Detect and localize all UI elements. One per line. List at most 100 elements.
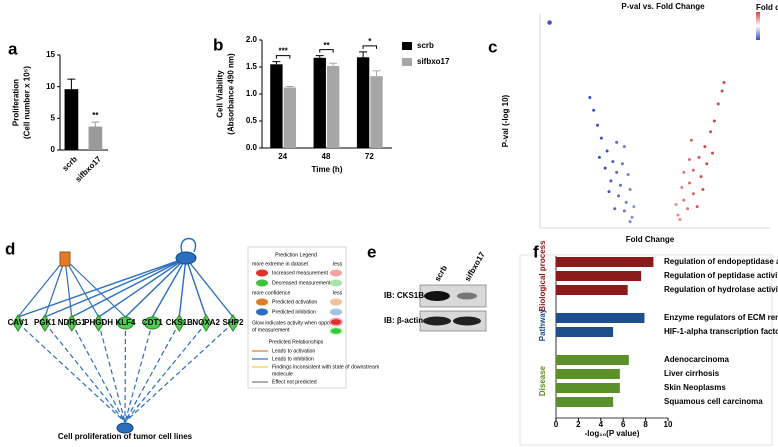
x-tick-label: 6 xyxy=(621,420,626,429)
x-tick-label: 48 xyxy=(322,152,331,161)
bar xyxy=(556,313,645,323)
legend-text: Predicted activation xyxy=(272,299,317,305)
x-axis-label: -log₁₀(P value) xyxy=(585,429,640,438)
point xyxy=(588,95,592,99)
x-axis-label: Fold Change xyxy=(626,235,675,244)
bar xyxy=(283,87,297,148)
edge xyxy=(17,258,66,318)
point xyxy=(632,205,636,209)
point xyxy=(596,123,599,127)
edge xyxy=(124,322,153,423)
point xyxy=(701,187,705,191)
y-tick-label: 10 xyxy=(46,82,55,91)
point xyxy=(695,205,699,209)
point xyxy=(599,136,603,140)
edge xyxy=(124,322,180,423)
point xyxy=(613,207,617,211)
bar xyxy=(556,271,642,281)
edge xyxy=(185,257,207,318)
legend-icon xyxy=(256,308,268,316)
node-label: Cell proliferation of tumor cell lines xyxy=(58,432,193,441)
bar-label: Skin Neoplasms xyxy=(664,383,726,392)
significance-label: * xyxy=(368,37,372,46)
edge xyxy=(125,257,187,318)
point xyxy=(720,89,724,93)
legend-text: Glow indicates activity when opposite xyxy=(252,320,338,326)
x-tick-label: 0 xyxy=(554,420,559,429)
self-loop xyxy=(180,237,197,253)
error-bar xyxy=(91,121,100,127)
node xyxy=(12,314,24,332)
point xyxy=(597,155,601,159)
x-tick-label: 2 xyxy=(576,420,581,429)
bar xyxy=(556,327,614,337)
error-bar xyxy=(315,55,324,58)
point xyxy=(615,140,619,144)
point xyxy=(678,217,682,221)
point xyxy=(686,207,690,211)
bar-label: Regulation of peptidase activity xyxy=(664,271,778,280)
legend-icon xyxy=(256,279,268,287)
bar-label: HIF-1-alpha transcription factor xyxy=(664,327,778,336)
legend-text: more confidence xyxy=(252,290,290,296)
panel-letter: b xyxy=(213,35,223,54)
point xyxy=(689,138,693,142)
point xyxy=(620,162,624,166)
edge xyxy=(98,322,126,423)
bar xyxy=(313,57,326,148)
edge xyxy=(124,322,234,423)
panel-letter: a xyxy=(8,39,18,58)
x-tick-label: 24 xyxy=(278,152,287,161)
bar-label: Adenocarcinoma xyxy=(664,355,729,364)
blot-band xyxy=(453,316,481,326)
y-axis-label: Proliferation xyxy=(12,79,21,126)
y-tick-label: 2.0 xyxy=(246,35,258,44)
point xyxy=(624,200,628,204)
y-tick-label: 0.0 xyxy=(246,143,258,152)
node xyxy=(39,314,51,332)
bar xyxy=(270,64,283,148)
point xyxy=(617,194,621,198)
panel-letter: f xyxy=(533,242,539,261)
bar-label: Liver cirrhosis xyxy=(664,369,720,378)
point xyxy=(703,145,707,149)
edge xyxy=(124,322,127,423)
point xyxy=(619,183,622,187)
y-axis-label: (Cell number x 10⁵) xyxy=(23,66,32,139)
point xyxy=(711,151,714,155)
point xyxy=(592,108,596,112)
bar xyxy=(356,57,370,148)
x-tick-label: 8 xyxy=(643,420,648,429)
significance-bracket xyxy=(275,55,291,59)
node xyxy=(173,314,185,332)
point xyxy=(609,179,613,183)
node-label: PGK1 xyxy=(34,318,56,327)
bar xyxy=(327,65,340,148)
significance-label: ** xyxy=(92,111,99,120)
node xyxy=(175,251,197,265)
legend-text: molecule xyxy=(272,371,293,377)
node xyxy=(66,314,78,332)
chart-title: P-val vs. Fold Change xyxy=(621,2,705,11)
node-label: KLF4 xyxy=(116,318,137,327)
point xyxy=(628,220,632,224)
bar-label: Regulation of endopeptidase activity xyxy=(664,257,778,266)
bar xyxy=(556,285,628,295)
lane-label: scrb xyxy=(433,264,449,283)
legend-text: Leads to activation xyxy=(272,348,315,354)
node-label: NOXA2 xyxy=(192,318,220,327)
node xyxy=(59,251,71,267)
point xyxy=(699,175,703,179)
point xyxy=(674,202,678,206)
legend-label: scrb xyxy=(417,41,434,50)
point xyxy=(603,166,607,170)
edge xyxy=(98,257,187,318)
point xyxy=(682,198,686,202)
point xyxy=(605,149,609,153)
point xyxy=(630,215,634,219)
point xyxy=(722,80,726,84)
bar xyxy=(556,257,654,267)
legend-text: Leads to inhibition xyxy=(272,356,314,362)
edge xyxy=(151,257,187,318)
node-label: PHGDH xyxy=(84,318,113,327)
